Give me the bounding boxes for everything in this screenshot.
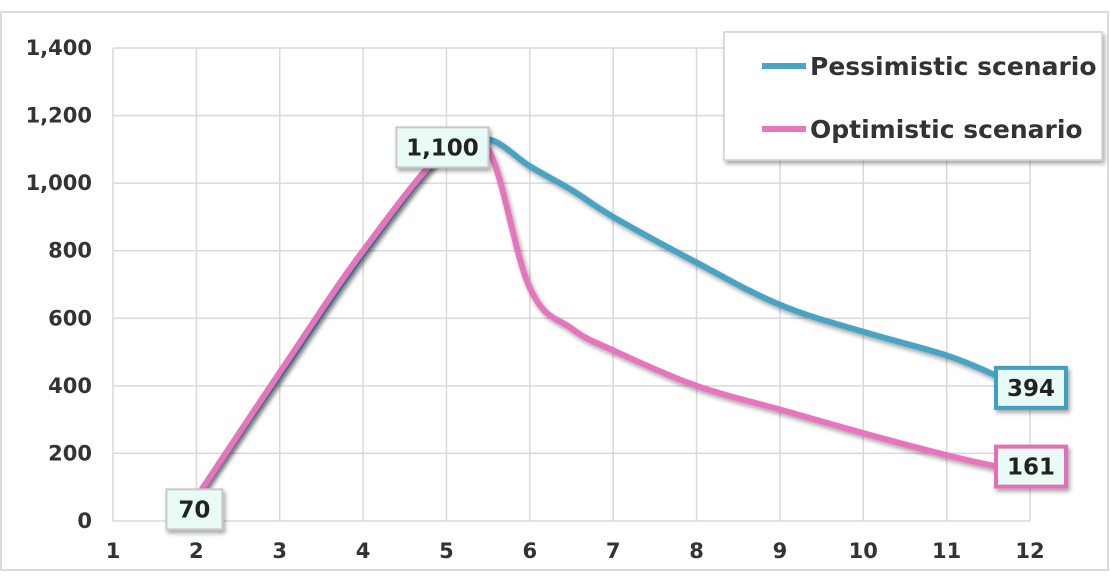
legend-label-optimistic-scenario: Optimistic scenario [810,115,1083,144]
y-tick-label: 800 [48,239,92,263]
x-tick-label: 6 [523,539,538,563]
legend: Pessimistic scenario Optimistic scenario [723,31,1103,161]
data-label-text: 70 [178,497,210,523]
data-label-box [994,365,1068,410]
legend-label-pessimistic-scenario: Pessimistic scenario [810,52,1097,81]
data-label-text: 394 [1007,376,1055,402]
data-label-box [165,488,224,531]
y-tick-label: 1,200 [26,104,92,128]
x-tick-label: 2 [189,539,204,563]
x-tick-label: 9 [773,539,788,563]
x-tick-label: 12 [1015,539,1044,563]
x-tick-label: 11 [932,539,961,563]
data-label-text: 1,100 [406,135,479,161]
x-tick-label: 3 [272,539,287,563]
x-tick-label: 10 [849,539,878,563]
y-tick-label: 600 [48,306,92,330]
x-tick-label: 4 [356,539,371,563]
x-tick-label: 1 [106,539,121,563]
data-label-box [994,444,1068,489]
x-tick-label: 8 [689,539,704,563]
data-label-text: 161 [1007,455,1055,481]
series-line-optimistic-scenario [193,130,1000,501]
data-label: 1,100 [395,126,490,169]
series-layer [193,130,1000,501]
x-tick-label: 5 [439,539,454,563]
legend-box [723,31,1103,161]
data-label: 161 [994,444,1068,489]
x-tick-label: 7 [606,539,621,563]
y-tick-label: 0 [77,509,92,533]
data-label: 394 [994,365,1068,410]
data-label-box [395,126,490,169]
y-tick-label: 1,000 [26,171,92,195]
y-tick-label: 200 [48,441,92,465]
chart-border [0,11,1109,571]
data-label: 70 [165,488,224,531]
data-label-layer: 70 1,100 394 161 [165,126,1068,531]
y-tick-label: 400 [48,374,92,398]
y-tick-label: 1,400 [26,36,92,60]
